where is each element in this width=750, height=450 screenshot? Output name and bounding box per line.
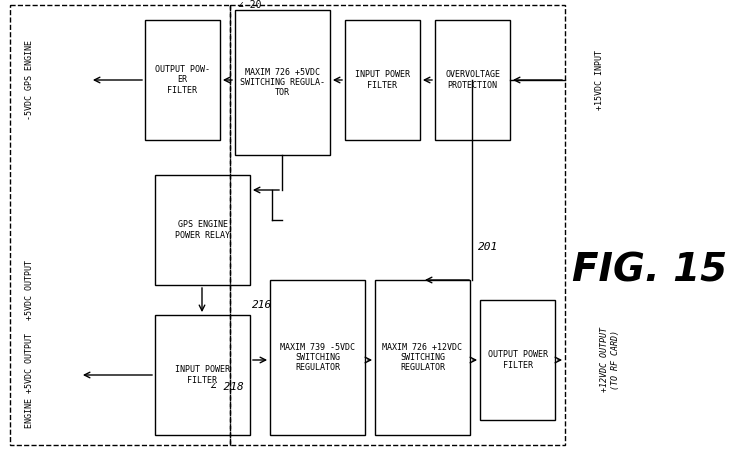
Bar: [270, 280, 365, 435]
Text: -5VDC GPS ENGINE: -5VDC GPS ENGINE: [26, 40, 34, 120]
Bar: [435, 20, 510, 140]
Text: OVERVOLTAGE
PROTECTION: OVERVOLTAGE PROTECTION: [445, 70, 500, 90]
Bar: [345, 20, 420, 140]
Text: FIG. 15: FIG. 15: [572, 251, 728, 289]
Text: MAXIM 726 +12VDC
SWITCHING
REGULATOR: MAXIM 726 +12VDC SWITCHING REGULATOR: [382, 342, 463, 373]
Text: INPUT POWER
FILTER: INPUT POWER FILTER: [355, 70, 410, 90]
Text: MAXIM 739 -5VDC
SWITCHING
REGULATOR: MAXIM 739 -5VDC SWITCHING REGULATOR: [280, 342, 355, 373]
Text: +5VDC OUTPUT: +5VDC OUTPUT: [26, 260, 34, 320]
Bar: [10, 5, 230, 445]
Text: OUTPUT POWER
FILTER: OUTPUT POWER FILTER: [488, 350, 548, 370]
Text: ∠ 20: ∠ 20: [238, 0, 262, 10]
Bar: [375, 280, 470, 435]
Text: MAXIM 726 +5VDC
SWITCHING REGULA-
TOR: MAXIM 726 +5VDC SWITCHING REGULA- TOR: [240, 68, 325, 97]
Text: OUTPUT POW-
ER
FILTER: OUTPUT POW- ER FILTER: [155, 65, 210, 95]
Text: +15VDC INPUT: +15VDC INPUT: [596, 50, 604, 110]
Bar: [480, 300, 555, 420]
Text: GPS ENGINE
POWER RELAY: GPS ENGINE POWER RELAY: [175, 220, 230, 240]
Bar: [145, 20, 220, 140]
Text: ENGINE +5VDC OUTPUT: ENGINE +5VDC OUTPUT: [26, 333, 34, 428]
Bar: [230, 5, 565, 445]
Bar: [155, 315, 250, 435]
Text: 216: 216: [252, 300, 272, 310]
Text: INPUT POWER
FILTER: INPUT POWER FILTER: [175, 365, 230, 385]
Text: ∠ 218: ∠ 218: [210, 382, 244, 392]
Text: 201: 201: [478, 242, 498, 252]
Bar: [155, 175, 250, 285]
Text: +12VDC OUTPUT
(TO RF CARD): +12VDC OUTPUT (TO RF CARD): [600, 328, 619, 392]
Bar: [235, 10, 330, 155]
